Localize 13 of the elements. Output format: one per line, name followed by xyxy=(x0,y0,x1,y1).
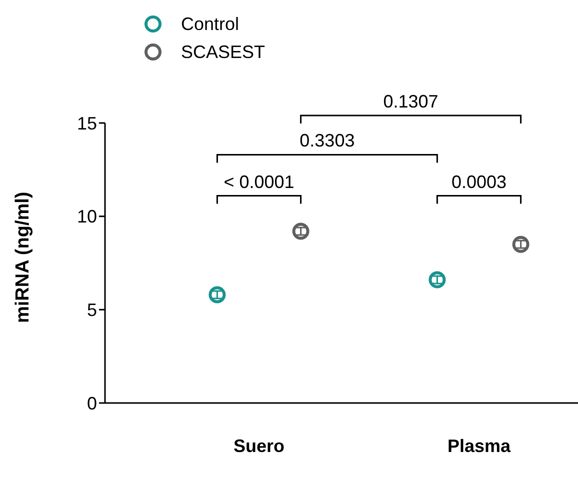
x-tick-label: Plasma xyxy=(447,436,512,456)
annotation: 0.0003 xyxy=(451,172,507,192)
annotation: < 0.0001 xyxy=(224,172,294,192)
y-tick-label: 0 xyxy=(86,393,97,414)
y-axis-title: miRNA (ng/ml) xyxy=(12,192,34,323)
y-tick-label: 10 xyxy=(76,206,97,227)
y-tick-label: 5 xyxy=(86,300,97,320)
y-tick-label: 15 xyxy=(76,113,97,134)
legend-label: SCASEST xyxy=(181,42,266,62)
text: 0.1307 xyxy=(383,92,438,112)
x-tick-label: Suero xyxy=(233,436,285,456)
legend-label: Control xyxy=(181,14,240,34)
annotation: 0.3303 xyxy=(300,130,355,151)
